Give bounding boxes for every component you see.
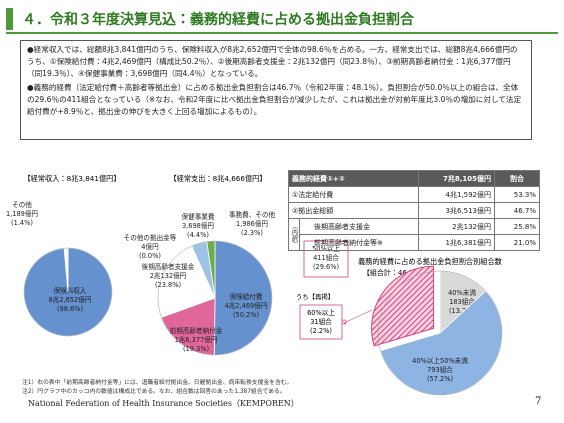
summary-box: ●経常収入では、総額8兆3,841億円のうち、保険料収入が8兆2,652億円で全… (20, 40, 532, 140)
slice-name: 40%以上50%未満 (412, 356, 468, 365)
footer: National Federation of Health Insurance … (28, 399, 299, 408)
slice-name: 40%未満 (448, 288, 476, 297)
pie-slice (371, 265, 435, 347)
slice-name: 事務費、その他 (229, 210, 276, 219)
cell: 2兆132億円 (418, 218, 495, 235)
slice-amount: 2兆132億円 (150, 271, 187, 280)
chart-subtitle: 【組合計：46.7%】 (363, 268, 427, 277)
slice-amount: 1兆6,377億円 (175, 335, 218, 344)
slice-name: 保険給付費 (230, 292, 263, 301)
slice-share: (4.4%) (187, 231, 209, 239)
callout-leader (345, 309, 373, 323)
slice-amount: 1,986億円 (236, 219, 268, 228)
pie-outline (23, 247, 113, 337)
cell: 21.0% (494, 234, 540, 251)
slice-amount: 8兆2,652億円 (49, 295, 92, 304)
slice-share: (19.3%) (183, 345, 209, 353)
header-cell: 割合 (494, 170, 540, 187)
cell: ①法定給付費 (287, 186, 420, 203)
cell: 25.8% (494, 218, 540, 235)
slice-name: 保健事業費 (182, 212, 215, 221)
table-header: 義務的経費①+② 7兆8,105億円 割合 (287, 170, 540, 187)
slice-share: (50.2%) (233, 311, 259, 319)
slice-share: (57.2%) (427, 375, 453, 383)
table-row: ①法定給付費 4兆1,592億円 53.3% (287, 186, 540, 203)
slice-share: (98.6%) (57, 305, 83, 313)
cell: 46.7% (494, 202, 540, 219)
note: 注2）円グラフ中のカッコ内の数値は構成比である。なお、組合数は回答のあった1,3… (22, 389, 286, 395)
callout-name: 60%以上 (307, 308, 335, 317)
slice-amount: 793組合 (427, 365, 453, 374)
slice-name: その他 (12, 200, 32, 209)
slice-amount: 4億円 (141, 242, 159, 251)
slice-amount: 183組合 (449, 297, 475, 306)
chart-title: 【経常支出：8兆4,666億円】 (169, 174, 266, 183)
cell: 1兆6,381億円 (418, 234, 495, 251)
cell: 53.3% (494, 186, 540, 203)
slice-amount: 411組合 (313, 253, 339, 262)
slice-share: (13.2%) (449, 307, 475, 315)
chart-title: 【経常収入：8兆3,841億円】 (23, 174, 120, 183)
cell: 4兆1,592億円 (418, 186, 495, 203)
cell: 後期高齢者支援金 (298, 218, 420, 235)
chart-title: 義務的経費に占める拠出金負担割合別組合数 (358, 257, 502, 266)
cell: ②拠出金総額 (287, 202, 420, 219)
bullet: ●経常収入では、総額8兆3,841億円のうち、保険料収入が8兆2,652億円で全… (27, 45, 518, 78)
title-bar: ４．令和３年度決算見込：義務的経費に占める拠出金負担割合 (6, 6, 558, 34)
callout-mark (341, 319, 347, 325)
slice-share: (23.8%) (155, 281, 181, 289)
table: 義務的経費①+② 7兆8,105億円 割合 ①法定給付費 4兆1,592億円 5… (287, 170, 540, 251)
title: ４．令和３年度決算見込：義務的経費に占める拠出金負担割合 (22, 12, 414, 28)
slice-amount: 3,698億円 (182, 221, 214, 230)
table-row: （内訳） 後期高齢者支援金 2兆132億円 25.8% (288, 218, 540, 251)
note: 注1）右の表中「前期高齢者納付金等」には、退職者給付拠出金、日雇拠出金、病床転換… (22, 380, 293, 386)
slice-name: 前期高齢者納付金 (170, 326, 223, 335)
slice-share: (29.6%) (313, 263, 339, 271)
breakdown-label: （内訳） (288, 218, 300, 251)
bullet: ●義務的経費（法定給付費＋高齢者等拠出金）に占める拠出金負担割合は46.7％（令… (27, 83, 522, 116)
slice-name: 保険料収入 (54, 286, 87, 295)
slice-name: 後期高齢者支援金 (142, 262, 195, 271)
pie-outline (377, 270, 503, 396)
cell: 3兆6,513億円 (418, 202, 495, 219)
pie-outline (157, 240, 273, 356)
callout-share: (2.2%) (310, 327, 332, 335)
table-row: 前期高齢者納付金等※ 1兆6,381億円 21.0% (289, 234, 540, 251)
slice-amount: 4兆2,469億円 (225, 301, 268, 310)
callout-box (299, 304, 343, 340)
slice-name: その他の拠出金等 (124, 233, 177, 242)
callout-label: うち【再掲】 (296, 292, 334, 301)
slice-share: (2.3%) (241, 229, 263, 237)
slice-amount: 1,189億円 (6, 209, 38, 218)
page-number: 7 (535, 396, 542, 407)
header-cell: 7兆8,105億円 (418, 170, 495, 187)
slice-share: (0.0%) (139, 252, 161, 260)
cell: 前期高齢者納付金等※ (298, 234, 420, 251)
table-row: ②拠出金総額 3兆6,513億円 46.7% (287, 202, 540, 219)
header-cell: 義務的経費①+② (287, 170, 420, 187)
callout-amount: 31組合 (310, 317, 332, 326)
title-stripe (6, 8, 13, 30)
slice-share: (1.4%) (11, 219, 33, 227)
